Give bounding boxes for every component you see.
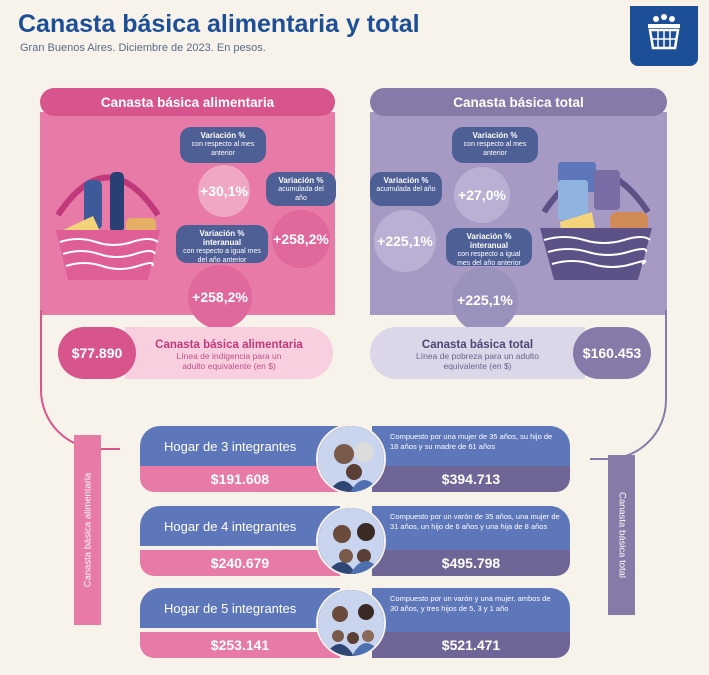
cbt-amount-desc: Línea de pobreza para un adulto equivale… — [416, 351, 539, 371]
household-cbt-amount: $394.713 — [372, 466, 570, 492]
page-title: Canasta básica alimentaria y total — [18, 10, 420, 38]
cbt-amount-label: Canasta básica total Línea de pobreza pa… — [370, 327, 585, 379]
household-row-4: Hogar de 4 integrantes Compuesto por un … — [140, 506, 570, 578]
family-photo-icon — [316, 588, 386, 658]
cba-side-label: Canasta básica alimentaria — [82, 472, 93, 588]
cbt-var-acumulada-value: +225,1% — [374, 210, 436, 272]
household-label: Hogar de 4 integrantes — [140, 506, 340, 546]
page-subtitle: Gran Buenos Aires. Diciembre de 2023. En… — [20, 42, 266, 54]
cba-amount-label: Canasta básica alimentaria Línea de indi… — [125, 327, 333, 379]
cbt-amount-title: Canasta básica total — [421, 339, 534, 351]
household-cbt-amount: $495.798 — [372, 550, 570, 576]
household-row-3: Hogar de 3 integrantes Compuesto por una… — [140, 424, 570, 496]
food-basket-icon — [48, 150, 168, 295]
cba-amount-desc: Línea de indigencia para un adulto equiv… — [176, 351, 282, 371]
cba-side-bar: Canasta básica alimentaria — [74, 435, 101, 625]
cba-var-acumulada-value: +258,2% — [272, 210, 330, 268]
cbt-var-interanual-value: +225,1% — [452, 267, 518, 333]
household-row-5: Hogar de 5 integrantes Compuesto por un … — [140, 588, 570, 660]
shopping-cart-icon — [630, 6, 698, 66]
total-basket-icon — [532, 140, 660, 295]
cbt-header: Canasta básica total — [370, 88, 667, 116]
cbt-var-mensual-pill: Variación % con respecto al mes anterior — [452, 127, 538, 163]
household-cba-amount: $253.141 — [140, 632, 340, 658]
cba-amount-title: Canasta básica alimentaria — [155, 339, 303, 351]
household-cbt-amount: $521.471 — [372, 632, 570, 658]
cba-var-interanual-pill: Variación % interanual con respecto a igu… — [176, 225, 268, 264]
cba-var-acumulada-pill: Variación % acumulada del año — [266, 172, 336, 206]
household-desc: Compuesto por un varón de 35 años, una m… — [372, 506, 570, 550]
household-cba-amount: $240.679 — [140, 550, 340, 576]
household-cba-amount: $191.608 — [140, 466, 340, 492]
family-photo-icon — [316, 506, 386, 576]
household-desc: Compuesto por un varón y una mujer, ambo… — [372, 588, 570, 632]
cbt-var-interanual-pill: Variación % interanual con respecto a igu… — [446, 228, 532, 267]
cbt-side-label: Canasta básica total — [616, 491, 627, 579]
cba-var-mensual-value: +30,1% — [198, 165, 250, 217]
cba-var-mensual-pill: Variación % con respecto al mes anterior — [180, 127, 266, 163]
cbt-side-bar: Canasta básica total — [608, 455, 635, 615]
household-desc: Compuesto por una mujer de 35 años, su h… — [372, 426, 570, 466]
cba-var-interanual-value: +258,2% — [188, 265, 252, 329]
household-label: Hogar de 3 integrantes — [140, 426, 340, 466]
cbt-connector — [590, 310, 667, 460]
cbt-var-mensual-value: +27,0% — [454, 167, 510, 223]
cbt-var-acumulada-pill: Variación % acumulada del año — [370, 172, 442, 206]
cba-connector — [40, 310, 120, 450]
family-photo-icon — [316, 424, 386, 494]
household-label: Hogar de 5 integrantes — [140, 588, 340, 628]
cba-header: Canasta básica alimentaria — [40, 88, 335, 116]
